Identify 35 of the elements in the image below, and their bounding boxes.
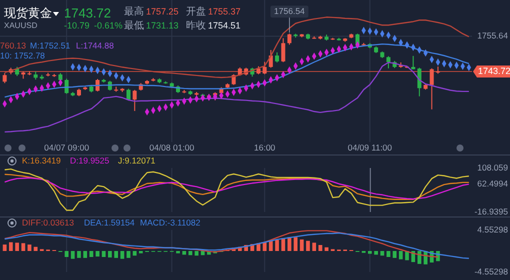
text: DIFF:0.03613: [22, 217, 74, 228]
x-tick-label: 04/09 11:00: [348, 142, 392, 152]
annotation: -0.61%: [94, 20, 123, 30]
annotation: 1757.25: [146, 6, 179, 16]
annotation: 开盘: [186, 6, 206, 18]
text: 现货黄金: [4, 6, 52, 20]
y-tick-label: -4.55298: [474, 266, 508, 276]
annotation: M:1752.51: [30, 40, 70, 50]
text: DEA:1.59154: [84, 217, 135, 228]
annotation: 10: 1752.78: [0, 50, 46, 60]
y-tick-label: 1755.64: [477, 30, 508, 41]
annotation: L:1744.88: [76, 40, 114, 50]
x-tick-label: 04/07 09:00: [44, 142, 90, 152]
annotation: 1754.51: [208, 20, 241, 30]
annotation: 1756.54: [274, 6, 306, 16]
annotation: 最高: [124, 6, 144, 18]
text: K:16.3419: [22, 155, 62, 166]
y-tick-label: -16.9395: [474, 206, 508, 216]
annotation: 昨收: [186, 20, 206, 32]
text: MACD:-3.11082: [140, 217, 201, 228]
text: XAUUSD: [4, 21, 38, 30]
y-tick-label: 62.4994: [477, 178, 508, 188]
annotation: 1755.37: [208, 6, 241, 16]
text: J:9.12071: [118, 155, 156, 166]
annotation: 最低: [124, 20, 144, 32]
text: D:19.9525: [70, 155, 110, 166]
annotation: 1743.72: [64, 5, 111, 20]
annotation: 1731.13: [146, 20, 179, 30]
x-tick-label: 04/08 01:00: [149, 142, 195, 152]
y-tick-label: 1743.72: [478, 66, 510, 76]
annotation: -10.79: [64, 20, 90, 30]
annotation: 760.13: [0, 40, 26, 50]
y-tick-label: 4.55298: [477, 224, 508, 234]
x-tick-label: 16:00: [254, 142, 276, 152]
y-tick-label: 108.059: [477, 162, 508, 172]
